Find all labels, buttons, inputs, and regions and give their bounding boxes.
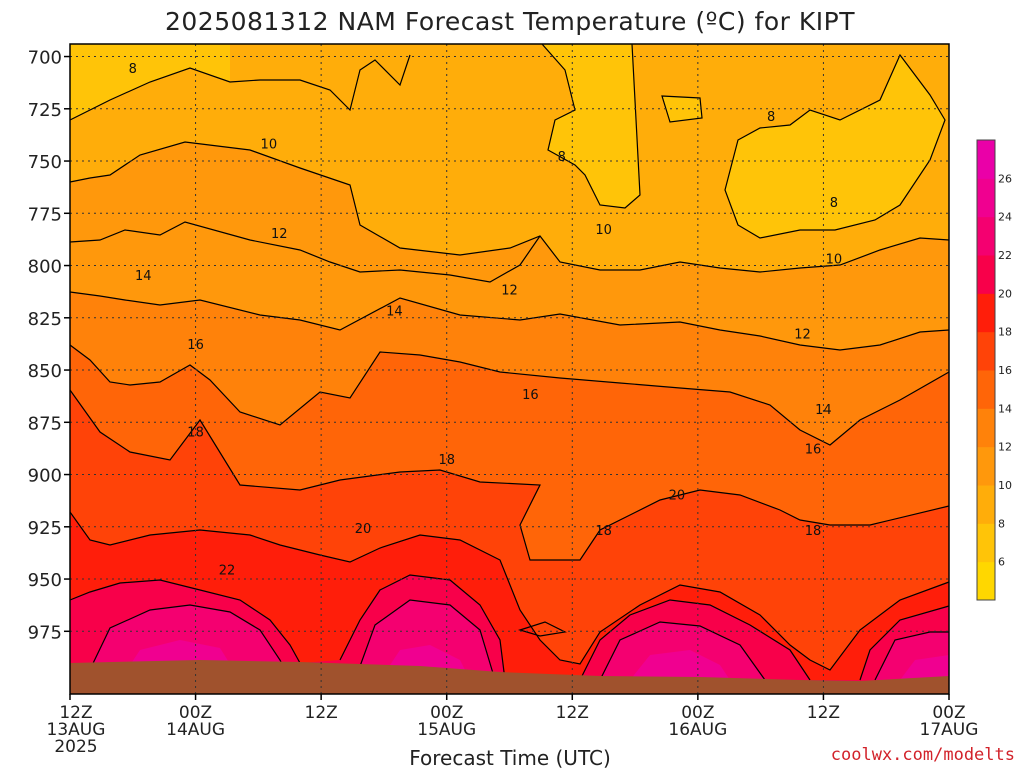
colorbar-swatch <box>977 140 995 179</box>
band-6-8-mid <box>542 44 640 208</box>
plot-area: 8 10 12 14 16 18 22 20 14 18 12 16 8 10 18 20 8 8 10 12 14 16… <box>69 43 950 695</box>
x-tick-label: 13AUG <box>47 720 106 740</box>
colorbar-swatch <box>977 293 995 333</box>
x-tick-label: 00Z <box>179 703 212 723</box>
colorbar-label: 14 <box>998 402 1012 415</box>
colorbar-swatch <box>977 255 995 294</box>
contour-label: 18 <box>187 426 204 441</box>
colorbar-swatch <box>977 523 995 563</box>
colorbar-swatch <box>977 178 995 218</box>
contour-label: 12 <box>501 284 518 299</box>
contour-label: 10 <box>261 137 278 152</box>
x-tick-label: 16AUG <box>668 720 727 740</box>
y-tick-label: 925 <box>28 518 62 539</box>
y-tick-label: 800 <box>28 257 62 278</box>
band-8-10 <box>70 44 949 272</box>
y-tick-label: 775 <box>28 204 62 225</box>
y-axis: 700 725 750 775 800 825 850 875 900 925 950 975 <box>28 48 70 643</box>
contour-label: 14 <box>135 269 152 284</box>
grid-lines <box>70 44 949 694</box>
contour-label: 18 <box>595 524 612 539</box>
x-tick-label: 12Z <box>59 703 92 723</box>
contour-label: 12 <box>794 328 811 343</box>
y-tick-label: 700 <box>28 48 62 69</box>
plot-frame <box>69 43 950 695</box>
chart-title: 2025081312 NAM Forecast Temperature (ºC)… <box>165 7 855 36</box>
colorbar-label: 20 <box>998 287 1012 300</box>
x-tick-label: 12Z <box>807 703 840 723</box>
y-tick-label: 875 <box>28 413 62 434</box>
y-tick-label: 825 <box>28 309 62 330</box>
colorbar-swatch <box>977 216 995 256</box>
colorbar-label: 22 <box>998 249 1012 262</box>
contour-label: 14 <box>386 305 403 320</box>
contour-lines <box>69 43 950 681</box>
contour-label: 8 <box>767 110 775 125</box>
contour-label: 16 <box>522 388 539 403</box>
colorbar-swatch <box>977 370 995 409</box>
y-tick-label: 975 <box>28 622 62 643</box>
contour-label: 8 <box>830 196 838 211</box>
x-tick-label: 12Z <box>305 703 338 723</box>
colorbar-label: 16 <box>998 364 1012 377</box>
contour-label: 10 <box>826 252 843 267</box>
contour-label: 16 <box>805 442 822 457</box>
band-6-8-right <box>725 55 945 238</box>
y-tick-label: 950 <box>28 570 62 591</box>
x-tick-label: 17AUG <box>920 720 979 740</box>
contour-label: 8 <box>129 62 137 77</box>
x-tick-label: 12Z <box>556 703 589 723</box>
x-tick-label: 14AUG <box>166 720 225 740</box>
colorbar-label: 8 <box>998 517 1005 530</box>
contour-label: 18 <box>438 453 455 468</box>
contour-label: 20 <box>669 488 686 503</box>
colorbar-label: 26 <box>998 172 1012 185</box>
colorbar-swatch <box>977 408 995 448</box>
x-tick-label: 00Z <box>430 703 463 723</box>
colorbar-label: 24 <box>998 211 1012 224</box>
contour-label: 20 <box>355 522 372 537</box>
contour-label: 18 <box>805 524 822 539</box>
contour-label: 22 <box>219 564 236 579</box>
ground-below-surface <box>70 660 949 694</box>
colorbar-label: 18 <box>998 326 1012 339</box>
colorbar-label: 12 <box>998 441 1012 454</box>
colorbar-swatch <box>977 446 995 486</box>
contour-label: 14 <box>815 403 832 418</box>
colorbar-frame <box>976 139 996 601</box>
y-tick-label: 850 <box>28 361 62 382</box>
y-tick-label: 750 <box>28 152 62 173</box>
contour-label: 16 <box>187 338 204 353</box>
x-tick-label: 00Z <box>681 703 714 723</box>
colorbar-swatch <box>977 561 995 601</box>
x-tick-label: 15AUG <box>417 720 476 740</box>
x-tick-label: 2025 <box>54 737 97 757</box>
contour-label: 8 <box>558 150 566 165</box>
contour-labels: 8 10 12 14 16 18 22 20 14 18 12 16 8 10 18 20 8 8 10 12 14 16… <box>129 62 843 579</box>
credit-text: coolwx.com/modelts <box>831 745 1015 765</box>
y-tick-label: 900 <box>28 466 62 487</box>
colorbar-swatch <box>977 331 995 371</box>
colorbar-label: 6 <box>998 556 1005 569</box>
contour-label: 10 <box>595 223 612 238</box>
colorbar: 6 8 10 12 14 16 18 20 22 24 26 <box>976 139 1012 601</box>
colorbar-swatch <box>977 485 995 524</box>
contour-label: 12 <box>271 227 288 242</box>
y-tick-label: 725 <box>28 100 62 121</box>
x-axis-label: Forecast Time (UTC) <box>409 746 611 768</box>
x-tick-label: 00Z <box>932 703 965 723</box>
colorbar-label: 10 <box>998 479 1012 492</box>
